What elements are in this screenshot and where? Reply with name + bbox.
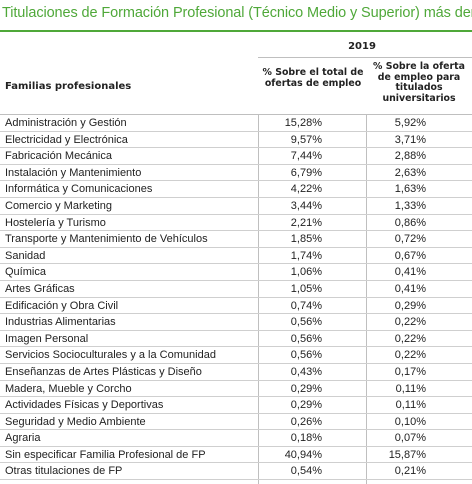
row-univ-pct: 2,63% [394,166,426,179]
col1-header: % Sobre el total de ofertas de empleo [262,67,364,89]
col2-header: % Sobre la oferta de empleo para titulad… [373,61,465,104]
row-univ-pct: 0,72% [394,233,426,246]
table-row: Química 1,06% 0,41% [0,264,472,281]
row-name: Enseñanzas de Artes Plásticas y Diseño [5,365,202,378]
row-total-pct: 0,43% [290,365,322,378]
row-univ-pct: 0,67% [394,249,426,262]
row-name: Hostelería y Turismo [5,216,106,229]
row-name: Artes Gráficas [5,282,75,295]
row-univ-pct: 1,33% [394,199,426,212]
row-name: Fabricación Mecánica [5,150,112,163]
table-body: Administración y Gestión 15,28% 5,92% Elect… [0,115,472,481]
table-row: Industrias Alimentarias 0,56% 0,22% [0,314,472,331]
header-divider [0,114,472,115]
row-total-pct: 0,74% [290,299,322,312]
row-univ-pct: 0,86% [394,216,426,229]
row-total-pct: 3,44% [290,199,322,212]
table-row: Hostelería y Turismo 2,21% 0,86% [0,215,472,232]
table-row: Transporte y Mantenimiento de Vehículos 1… [0,231,472,248]
table-row: Artes Gráficas 1,05% 0,41% [0,281,472,298]
row-total-pct: 1,05% [290,282,322,295]
row-total-pct: 1,74% [290,249,322,262]
row-total-pct: 0,54% [290,465,322,478]
row-univ-pct: 5,92% [394,117,426,129]
table-row: Servicios Socioculturales y a la Comunid… [0,347,472,364]
table-row: Seguridad y Medio Ambiente 0,26% 0,10% [0,414,472,431]
row-univ-pct: 0,11% [395,399,426,412]
row-total-pct: 4,22% [290,183,322,196]
row-total-pct: 2,21% [290,216,322,229]
row-univ-pct: 0,21% [394,465,426,478]
row-name: Agraria [5,432,41,445]
table-row: Sanidad 1,74% 0,67% [0,248,472,265]
row-univ-pct: 0,41% [394,282,426,295]
row-total-pct: 6,79% [290,166,322,179]
title-divider [0,30,472,32]
row-name: Informática y Comunicaciones [5,183,153,196]
row-univ-pct: 3,71% [394,133,426,146]
row-total-pct: 15,28% [284,117,322,129]
row-univ-pct: 0,07% [394,432,426,445]
row-univ-pct: 0,10% [394,415,426,428]
row-univ-pct: 0,17% [394,365,426,378]
row-name: Imagen Personal [5,332,89,345]
row-name: Instalación y Mantenimiento [5,166,142,179]
row-name: Seguridad y Medio Ambiente [5,415,146,428]
row-name: Industrias Alimentarias [5,316,116,329]
table-row: Sin especificar Familia Profesional de F… [0,447,472,464]
row-total-pct: 0,56% [290,349,322,362]
table-row: Madera, Mueble y Corcho 0,29% 0,11% [0,381,472,398]
row-name: Actividades Físicas y Deportivas [5,399,164,412]
table-row: Otras titulaciones de FP 0,54% 0,21% [0,463,472,481]
row-total-pct: 0,56% [290,332,322,345]
row-total-pct: 0,26% [290,415,322,428]
year-header: 2019 [348,41,376,52]
table-row: Agraria 0,18% 0,07% [0,430,472,447]
table-title: Titulaciones de Formación Profesional (T… [2,5,472,21]
table-row: Instalación y Mantenimiento 6,79% 2,63% [0,165,472,182]
row-total-pct: 0,18% [290,432,322,445]
row-total-pct: 0,56% [290,316,322,329]
row-name: Administración y Gestión [5,117,127,129]
row-name: Transporte y Mantenimiento de Vehículos [5,233,208,246]
row-univ-pct: 0,29% [394,299,426,312]
row-total-pct: 1,85% [290,233,322,246]
row-univ-pct: 0,22% [394,332,426,345]
row-univ-pct: 1,63% [394,183,426,196]
row-univ-pct: 0,22% [394,349,426,362]
table-row: Electricidad y Electrónica 9,57% 3,71% [0,132,472,149]
table-row: Administración y Gestión 15,28% 5,92% [0,115,472,132]
row-name: Comercio y Marketing [5,199,112,212]
row-total-pct: 1,06% [290,266,322,279]
row-univ-pct: 0,41% [394,266,426,279]
row-name: Otras titulaciones de FP [5,465,123,478]
row-name: Servicios Socioculturales y a la Comunid… [5,349,216,362]
table-row: Comercio y Marketing 3,44% 1,33% [0,198,472,215]
row-total-pct: 7,44% [290,150,322,163]
row-name: Electricidad y Electrónica [5,133,128,146]
table-row: Enseñanzas de Artes Plásticas y Diseño 0,… [0,364,472,381]
row-univ-pct: 0,11% [395,382,426,395]
table-row: Fabricación Mecánica 7,44% 2,88% [0,148,472,165]
row-name: Madera, Mueble y Corcho [5,382,132,395]
row-univ-pct: 0,22% [394,316,426,329]
row-total-pct: 9,57% [290,133,322,146]
table-row: Informática y Comunicaciones 4,22% 1,63% [0,181,472,198]
column-divider-2 [366,115,367,484]
table-row: Edificación y Obra Civil 0,74% 0,29% [0,298,472,315]
row-total-pct: 0,29% [290,382,322,395]
row-name: Sanidad [5,249,46,262]
row-name: Edificación y Obra Civil [5,299,119,312]
row-total-pct: 0,29% [290,399,322,412]
row-name: Química [5,266,46,279]
table-row: Imagen Personal 0,56% 0,22% [0,331,472,348]
row-univ-pct: 2,88% [394,150,426,163]
column-divider-1 [258,115,259,484]
row-univ-pct: 15,87% [388,448,426,461]
row-name: Sin especificar Familia Profesional de F… [5,448,206,461]
row-total-pct: 40,94% [284,448,322,461]
year-divider [258,57,472,58]
table-row: Actividades Físicas y Deportivas 0,29% 0,1… [0,397,472,414]
familias-header: Familias profesionales [5,81,132,92]
